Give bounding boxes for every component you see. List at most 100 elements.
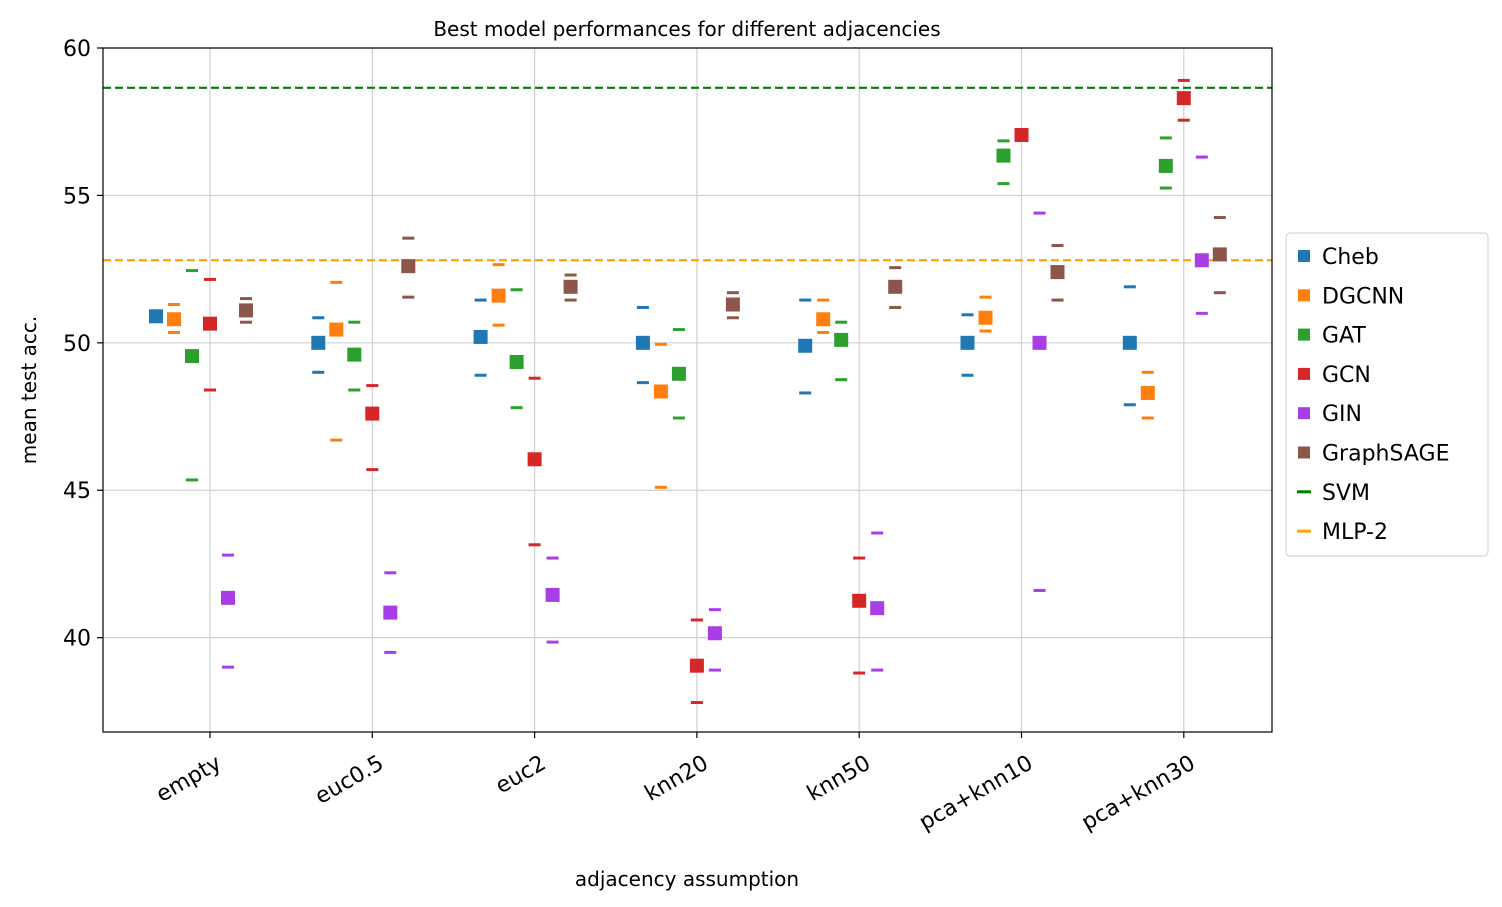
legend-label-gcn: GCN xyxy=(1322,363,1371,388)
lower-mark-gat xyxy=(997,182,1010,186)
upper-mark-cheb xyxy=(799,298,812,302)
upper-mark-gcn xyxy=(1177,78,1190,82)
lower-mark-cheb xyxy=(636,381,649,385)
lower-mark-graphsage xyxy=(240,320,252,324)
upper-mark-gcn xyxy=(204,277,216,281)
upper-mark-gcn xyxy=(528,376,541,380)
point-graphsage xyxy=(563,279,578,294)
upper-mark-gat xyxy=(510,288,523,292)
x-tick-label: euc2 xyxy=(491,751,550,799)
point-cheb xyxy=(1122,335,1137,350)
point-gcn xyxy=(203,316,217,331)
point-dgcnn xyxy=(816,312,831,327)
upper-mark-gcn xyxy=(366,384,379,388)
legend-label-cheb: Cheb xyxy=(1322,245,1379,270)
upper-mark-graphsage xyxy=(240,297,252,301)
x-axis-label: adjacency assumption xyxy=(575,867,799,891)
upper-mark-dgcnn xyxy=(330,280,343,284)
legend-label-mlp-2: MLP-2 xyxy=(1322,520,1388,545)
upper-mark-gat xyxy=(348,320,361,324)
lower-mark-dgcnn xyxy=(979,329,992,333)
upper-mark-gin xyxy=(708,608,721,612)
legend-marker-mlp-2 xyxy=(1297,529,1311,533)
lower-mark-cheb xyxy=(474,373,487,377)
upper-mark-gin xyxy=(1195,155,1208,159)
x-tick-label: pca+knn10 xyxy=(915,751,1037,836)
lower-mark-gin xyxy=(1195,311,1208,315)
upper-mark-gat xyxy=(1159,136,1172,140)
upper-mark-cheb xyxy=(474,298,487,302)
point-gin xyxy=(221,590,235,605)
point-graphsage xyxy=(239,303,253,318)
lower-mark-graphsage xyxy=(564,298,577,302)
x-tick-label: pca+knn30 xyxy=(1077,751,1199,836)
legend-marker-graphsage xyxy=(1298,446,1310,459)
point-dgcnn xyxy=(653,384,668,399)
upper-mark-gin xyxy=(546,556,559,560)
point-gat xyxy=(185,349,199,364)
lower-mark-gat xyxy=(186,478,198,482)
lower-mark-gat xyxy=(1159,186,1172,190)
upper-mark-gin xyxy=(871,531,884,535)
upper-mark-gin xyxy=(384,571,397,575)
upper-mark-gcn xyxy=(690,618,703,622)
upper-mark-gcn xyxy=(853,556,866,560)
plot-frame xyxy=(102,47,1273,733)
point-gat xyxy=(996,148,1011,163)
point-gin xyxy=(870,601,885,616)
lower-mark-dgcnn xyxy=(654,485,667,489)
legend-label-gat: GAT xyxy=(1322,324,1366,349)
y-tick-label: 60 xyxy=(63,37,91,62)
point-graphsage xyxy=(725,297,740,312)
point-dgcnn xyxy=(491,288,506,303)
upper-mark-cheb xyxy=(312,316,325,320)
point-gcn xyxy=(527,452,542,467)
lower-mark-gin xyxy=(871,668,884,672)
lower-mark-cheb xyxy=(799,391,812,395)
legend-marker-gcn xyxy=(1298,367,1310,380)
point-gat xyxy=(1158,158,1173,173)
upper-mark-graphsage xyxy=(889,266,902,270)
upper-mark-gat xyxy=(835,320,848,324)
point-graphsage xyxy=(1050,265,1065,280)
point-gcn xyxy=(852,593,867,608)
lower-mark-gcn xyxy=(528,543,541,547)
legend-marker-gin xyxy=(1298,407,1310,420)
point-cheb xyxy=(473,329,488,344)
lower-mark-cheb xyxy=(961,373,974,377)
point-gcn xyxy=(365,406,380,421)
y-tick-label: 45 xyxy=(63,479,91,504)
upper-mark-gat xyxy=(672,328,685,332)
point-cheb xyxy=(149,309,163,324)
point-gcn xyxy=(1176,91,1191,106)
upper-mark-dgcnn xyxy=(492,263,505,267)
point-gat xyxy=(671,366,686,381)
upper-mark-graphsage xyxy=(402,236,415,240)
legend-label-graphsage: GraphSAGE xyxy=(1322,442,1449,467)
lower-mark-gcn xyxy=(366,468,379,472)
point-gat xyxy=(509,354,524,369)
lower-mark-graphsage xyxy=(1213,291,1226,295)
lower-mark-dgcnn xyxy=(168,331,180,335)
lower-mark-gat xyxy=(672,416,685,420)
upper-mark-gin xyxy=(222,553,234,557)
y-tick-label: 55 xyxy=(63,184,91,209)
point-cheb xyxy=(798,338,813,353)
point-graphsage xyxy=(888,279,903,294)
x-tick-label: empty xyxy=(152,751,226,808)
lower-mark-gcn xyxy=(1177,118,1190,122)
y-tick-label: 40 xyxy=(63,627,91,652)
lower-mark-gin xyxy=(1033,588,1046,592)
point-gat xyxy=(834,332,849,347)
legend-marker-gat xyxy=(1298,328,1310,341)
y-axis: 40 45 50 55 60 xyxy=(63,37,103,652)
lower-mark-gat xyxy=(510,406,523,410)
point-gin xyxy=(1032,335,1047,350)
point-gcn xyxy=(689,658,704,673)
point-gin xyxy=(545,587,560,602)
lower-mark-gcn xyxy=(204,388,216,392)
y-axis-label: mean test acc. xyxy=(17,316,41,464)
point-cheb xyxy=(635,335,650,350)
upper-mark-cheb xyxy=(961,313,974,317)
